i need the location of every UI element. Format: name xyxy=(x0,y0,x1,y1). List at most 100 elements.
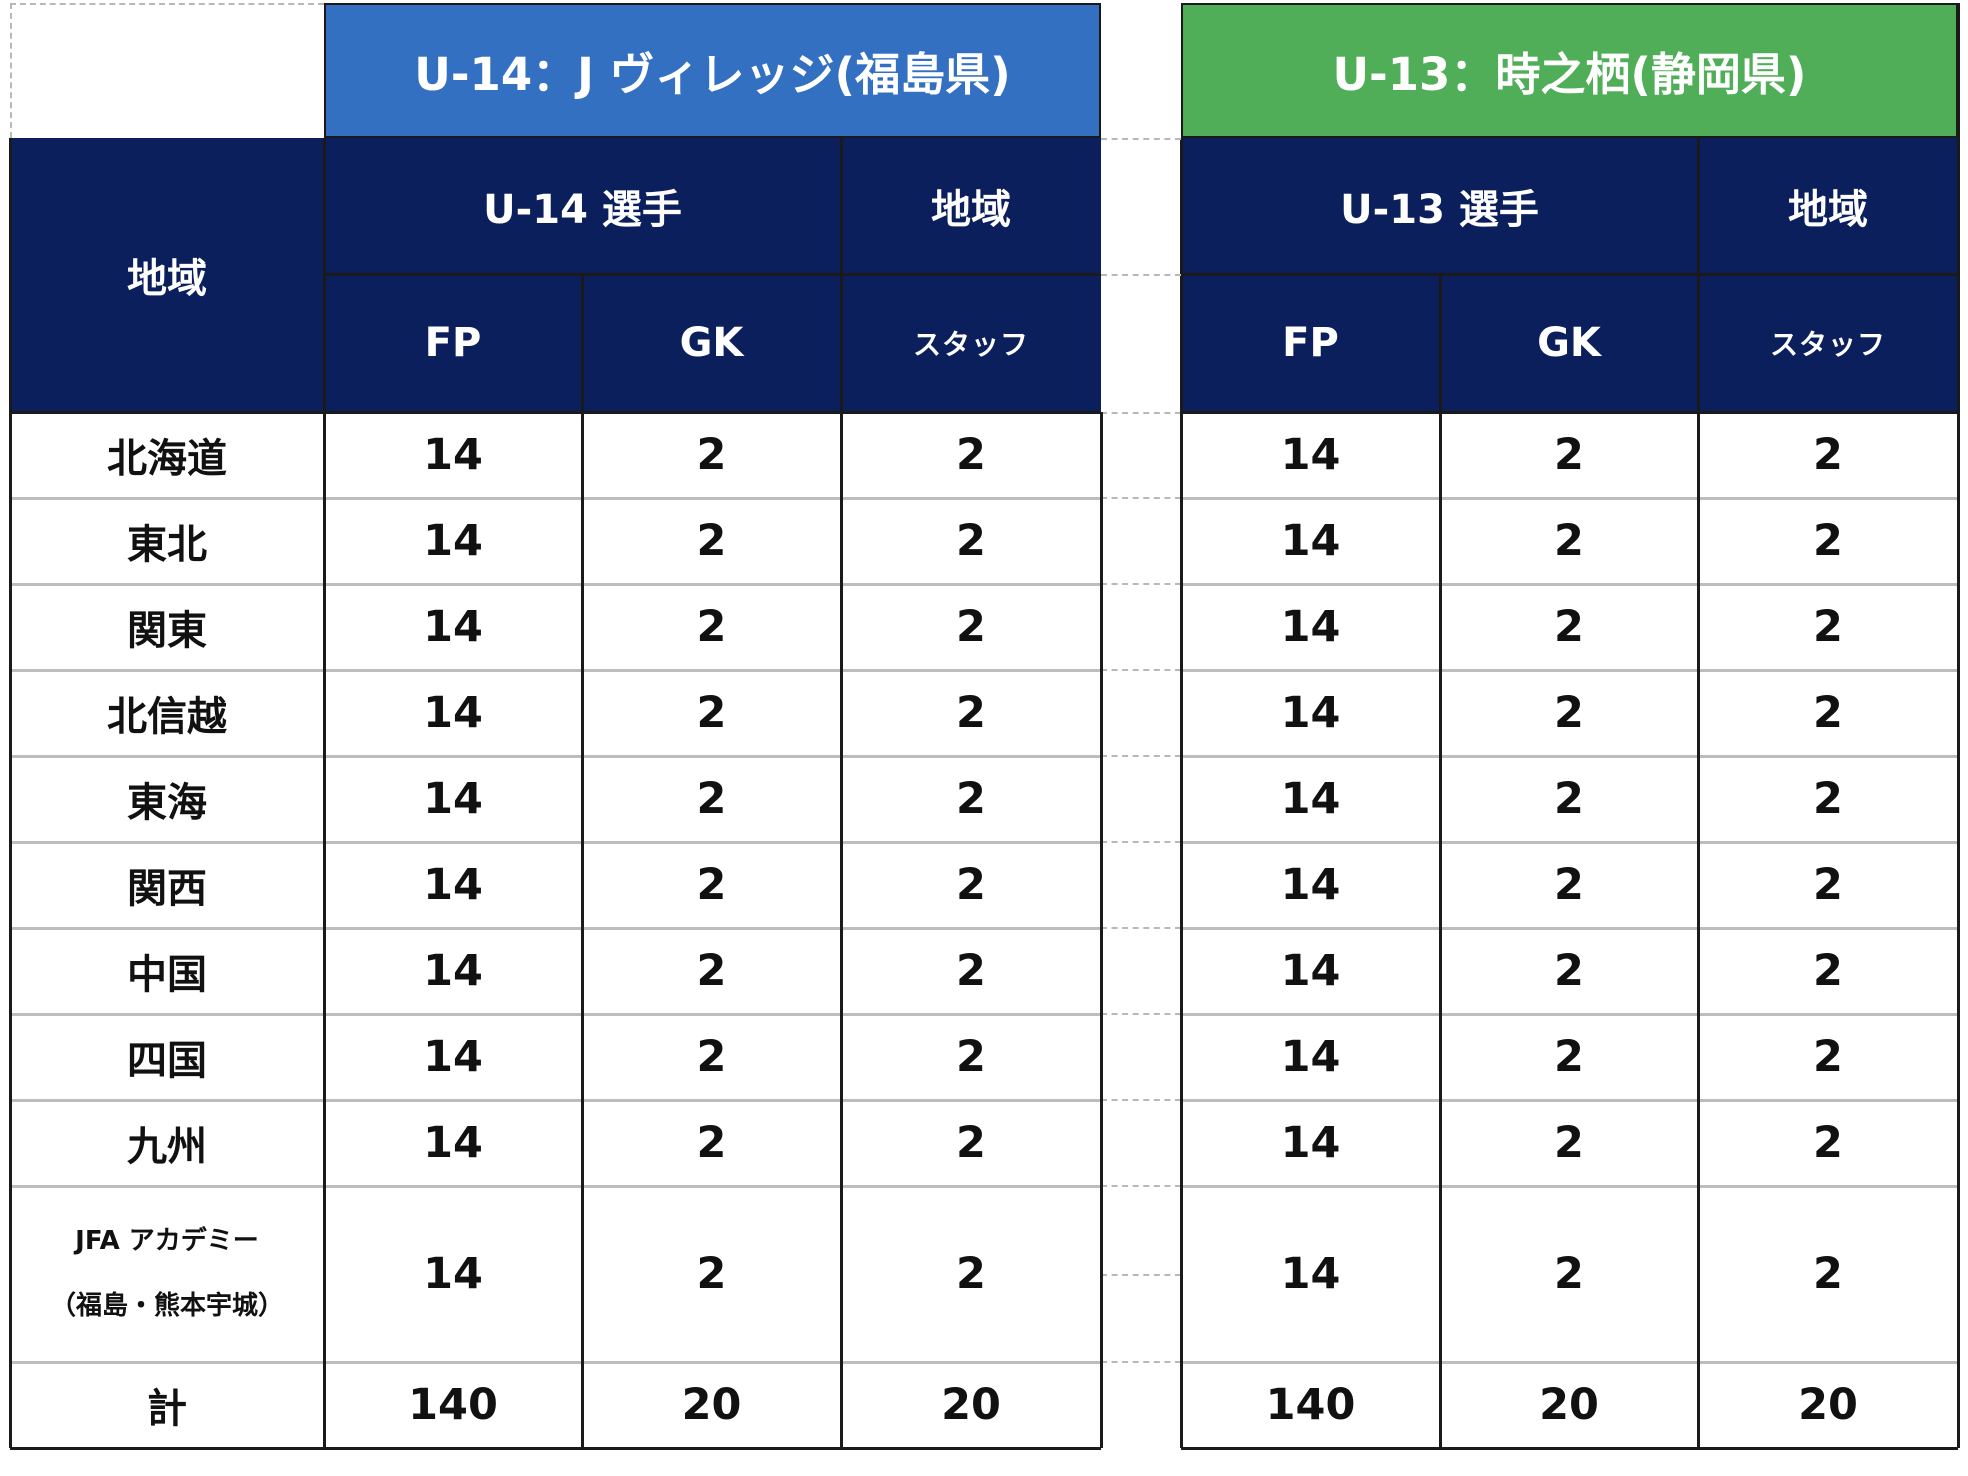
region-cell: 関東 xyxy=(127,608,207,654)
bottom-right xyxy=(1181,1447,1958,1450)
row-divider-right xyxy=(1181,1099,1958,1102)
u13-value-cell: 2 xyxy=(1554,430,1584,480)
u14-value-cell: 14 xyxy=(423,1032,483,1082)
col-divider-right xyxy=(1697,412,1700,1448)
u13-value-cell: 14 xyxy=(1280,1032,1341,1082)
u13-value-cell: 2 xyxy=(1554,516,1584,566)
gap-dash xyxy=(1101,927,1181,929)
u14-value-cell: 14 xyxy=(423,688,483,738)
hdr-divider-b-1 xyxy=(1439,274,1442,412)
row-divider-left xyxy=(10,755,1101,758)
u14-value-cell: 2 xyxy=(696,774,727,824)
u14-value-cell: 2 xyxy=(956,1118,986,1168)
u14-value-cell: 14 xyxy=(423,946,483,996)
total-label: 計 xyxy=(147,1386,187,1432)
total-u13-value: 20 xyxy=(1539,1380,1599,1430)
academy-u13-value: 2 xyxy=(1554,1249,1584,1299)
row-divider-right xyxy=(1181,669,1958,672)
academy-u13-value: 2 xyxy=(1813,1249,1843,1299)
u14-value-cell: 14 xyxy=(423,430,483,480)
region-cell: 東北 xyxy=(127,522,207,568)
u13-value-cell: 2 xyxy=(1813,430,1843,480)
u14-value-cell: 2 xyxy=(696,688,727,738)
region-cell: 関西 xyxy=(127,866,207,912)
region-header: 地域 xyxy=(10,138,324,412)
row-divider-left xyxy=(10,497,1101,500)
u13-value-cell: 2 xyxy=(1813,602,1843,652)
gap-dash xyxy=(1101,1274,1181,1276)
title-bar-u13: U-13：時之栖(静岡県) xyxy=(1181,3,1958,138)
gap-dash xyxy=(1101,1185,1181,1187)
row-divider-right xyxy=(1181,1013,1958,1016)
hdr-divider-region xyxy=(323,138,326,412)
staff-region-header-u13: 地域 xyxy=(1698,138,1958,274)
total-u14-value: 140 xyxy=(408,1380,498,1430)
u14-value-cell: 14 xyxy=(423,516,483,566)
col-divider-left xyxy=(1100,412,1103,1448)
u14-value-cell: 2 xyxy=(956,860,986,910)
region-cell: 九州 xyxy=(127,1124,207,1170)
gap-dash xyxy=(1101,583,1181,585)
total-u13-value: 20 xyxy=(1798,1380,1858,1430)
u13-value-cell: 2 xyxy=(1813,1032,1843,1082)
staff-header-u13: スタッフ xyxy=(1698,274,1958,412)
u14-value-cell: 2 xyxy=(696,946,727,996)
u13-value-cell: 14 xyxy=(1280,946,1341,996)
total-u14-value: 20 xyxy=(941,1380,1001,1430)
gap-dash xyxy=(1101,841,1181,843)
corner-dash-top xyxy=(10,3,324,5)
header-bottom-right xyxy=(1181,411,1958,414)
u14-value-cell: 2 xyxy=(956,688,986,738)
gap-dash xyxy=(1101,1361,1181,1363)
u13-value-cell: 2 xyxy=(1813,516,1843,566)
u13-value-cell: 2 xyxy=(1554,774,1584,824)
row-divider-left xyxy=(10,583,1101,586)
academy-u14-value: 14 xyxy=(423,1249,483,1299)
u13-value-cell: 2 xyxy=(1813,860,1843,910)
row-divider-left xyxy=(10,841,1101,844)
academy-u13-value: 14 xyxy=(1280,1249,1341,1299)
col-divider-right xyxy=(1180,412,1183,1448)
u14-value-cell: 2 xyxy=(956,430,986,480)
u13-value-cell: 2 xyxy=(1554,688,1584,738)
fp-header-u14: FP xyxy=(324,274,582,412)
u14-value-cell: 14 xyxy=(423,1118,483,1168)
academy-u14-value: 2 xyxy=(956,1249,986,1299)
col-divider-left xyxy=(581,412,584,1448)
hdr-divider-b-0 xyxy=(581,274,584,412)
u13-value-cell: 14 xyxy=(1280,430,1341,480)
u14-value-cell: 2 xyxy=(956,516,986,566)
u13-value-cell: 14 xyxy=(1280,774,1341,824)
u13-value-cell: 2 xyxy=(1554,602,1584,652)
row-divider-right xyxy=(1181,497,1958,500)
u14-value-cell: 14 xyxy=(423,602,483,652)
u14-value-cell: 2 xyxy=(956,602,986,652)
u14-value-cell: 2 xyxy=(956,946,986,996)
hline-hdr-1 xyxy=(1181,273,1958,276)
u13-value-cell: 2 xyxy=(1813,774,1843,824)
row-divider-right xyxy=(1181,755,1958,758)
u13-value-cell: 2 xyxy=(1813,688,1843,738)
u13-value-cell: 2 xyxy=(1554,1118,1584,1168)
outer-right xyxy=(1957,3,1960,1448)
u13-value-cell: 2 xyxy=(1554,1032,1584,1082)
header-bottom-left xyxy=(10,411,1101,414)
staff-header-u14: スタッフ xyxy=(841,274,1101,412)
academy-line2: （福島・熊本宇城） xyxy=(49,1291,284,1321)
u13-value-cell: 14 xyxy=(1280,688,1341,738)
col-divider-left xyxy=(840,412,843,1448)
row-divider-left xyxy=(10,927,1101,930)
u14-value-cell: 2 xyxy=(956,774,986,824)
academy-line1: JFA アカデミー xyxy=(75,1226,259,1256)
u14-value-cell: 2 xyxy=(696,602,727,652)
gap-dash xyxy=(1101,1099,1181,1101)
u13-value-cell: 2 xyxy=(1813,946,1843,996)
gk-header-u14: GK xyxy=(582,274,841,412)
col-divider-left xyxy=(323,412,326,1448)
corner-dash-left xyxy=(10,3,12,138)
row-divider-right xyxy=(1181,841,1958,844)
gap-dash xyxy=(1101,274,1181,276)
u13-value-cell: 14 xyxy=(1280,516,1341,566)
gap-dash xyxy=(1101,669,1181,671)
